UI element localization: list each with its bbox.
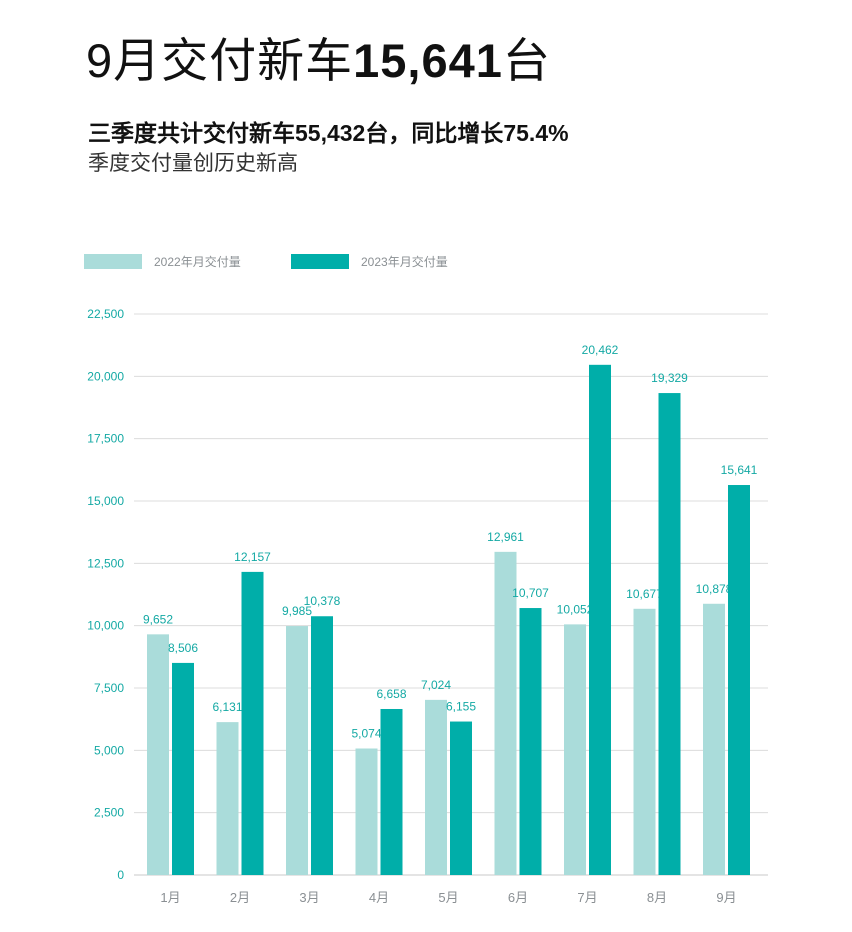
data-label-2022: 12,961 <box>487 530 524 544</box>
data-label-2022: 6,131 <box>212 700 242 714</box>
subtitle: 三季度共计交付新车55,432台，同比增长75.4% <box>88 120 569 146</box>
bar-2023 <box>311 616 333 875</box>
headline: 9月交付新车15,641台 <box>86 22 551 91</box>
data-label-2022: 7,024 <box>421 678 451 692</box>
data-label-2023: 15,641 <box>721 463 758 477</box>
subtitle-secondary: 季度交付量创历史新高 <box>88 152 298 175</box>
x-tick-label: 3月 <box>299 890 319 905</box>
data-label-2022: 10,052 <box>557 602 594 616</box>
legend-label-2023: 2023年月交付量 <box>361 254 448 269</box>
data-label-2022: 5,074 <box>351 726 381 740</box>
bar-2022 <box>355 748 378 875</box>
data-label-2023: 6,155 <box>446 700 476 714</box>
bar-2023 <box>241 571 264 875</box>
data-label-2023: 12,157 <box>234 550 271 564</box>
legend-item-2023: 2023年月交付量 <box>291 252 448 270</box>
bar-2022 <box>494 551 517 875</box>
data-label-2023: 10,378 <box>304 594 341 608</box>
y-tick-label: 0 <box>117 868 124 882</box>
headline-number: 15,641 <box>353 34 503 87</box>
y-tick-label: 2,500 <box>94 806 124 820</box>
y-tick-label: 20,000 <box>87 369 124 383</box>
data-label-2022: 9,985 <box>282 604 312 618</box>
y-tick-label: 12,500 <box>87 556 124 570</box>
bar-2022 <box>216 722 239 875</box>
y-tick-label: 17,500 <box>87 432 124 446</box>
data-label-2022: 10,677 <box>626 587 663 601</box>
headline-suffix: 台 <box>502 34 551 87</box>
bar-2022 <box>564 624 586 875</box>
y-tick-label: 7,500 <box>94 681 124 695</box>
y-tick-label: 10,000 <box>87 619 124 633</box>
x-tick-label: 6月 <box>508 890 528 905</box>
y-tick-label: 15,000 <box>87 494 124 508</box>
bar-2023 <box>380 708 403 875</box>
data-label-2023: 20,462 <box>582 343 619 357</box>
x-tick-label: 4月 <box>369 890 389 905</box>
legend-swatch-2023 <box>291 253 349 269</box>
bar-2023 <box>589 364 611 875</box>
bar-2022 <box>425 699 447 875</box>
legend-item-2022: 2022年月交付量 <box>84 252 241 270</box>
legend-label-2022: 2022年月交付量 <box>154 254 241 269</box>
legend-swatch-2022 <box>84 253 142 269</box>
bar-2023 <box>450 721 472 875</box>
bar-2023 <box>519 608 542 875</box>
x-tick-label: 9月 <box>716 890 736 905</box>
bar-2023 <box>658 393 681 875</box>
x-tick-label: 1月 <box>160 890 180 905</box>
data-label-2022: 9,652 <box>143 612 173 626</box>
bar-2023 <box>728 485 750 875</box>
data-label-2023: 10,707 <box>512 586 549 600</box>
y-tick-label: 22,500 <box>87 307 124 321</box>
x-tick-label: 7月 <box>577 890 597 905</box>
bar-2022 <box>633 608 656 875</box>
x-tick-label: 8月 <box>647 890 667 905</box>
data-label-2023: 6,658 <box>376 687 406 701</box>
data-label-2023: 8,506 <box>168 641 198 655</box>
headline-prefix: 9月交付新车 <box>86 34 354 87</box>
data-label-2022: 10,878 <box>696 582 733 596</box>
bar-2023 <box>172 662 194 875</box>
x-tick-label: 2月 <box>230 890 250 905</box>
x-tick-label: 5月 <box>438 890 458 905</box>
bar-2022 <box>147 634 169 875</box>
bar-2022 <box>286 626 308 875</box>
y-tick-label: 5,000 <box>94 743 124 757</box>
bar-2022 <box>703 603 725 875</box>
data-label-2023: 19,329 <box>651 371 688 385</box>
